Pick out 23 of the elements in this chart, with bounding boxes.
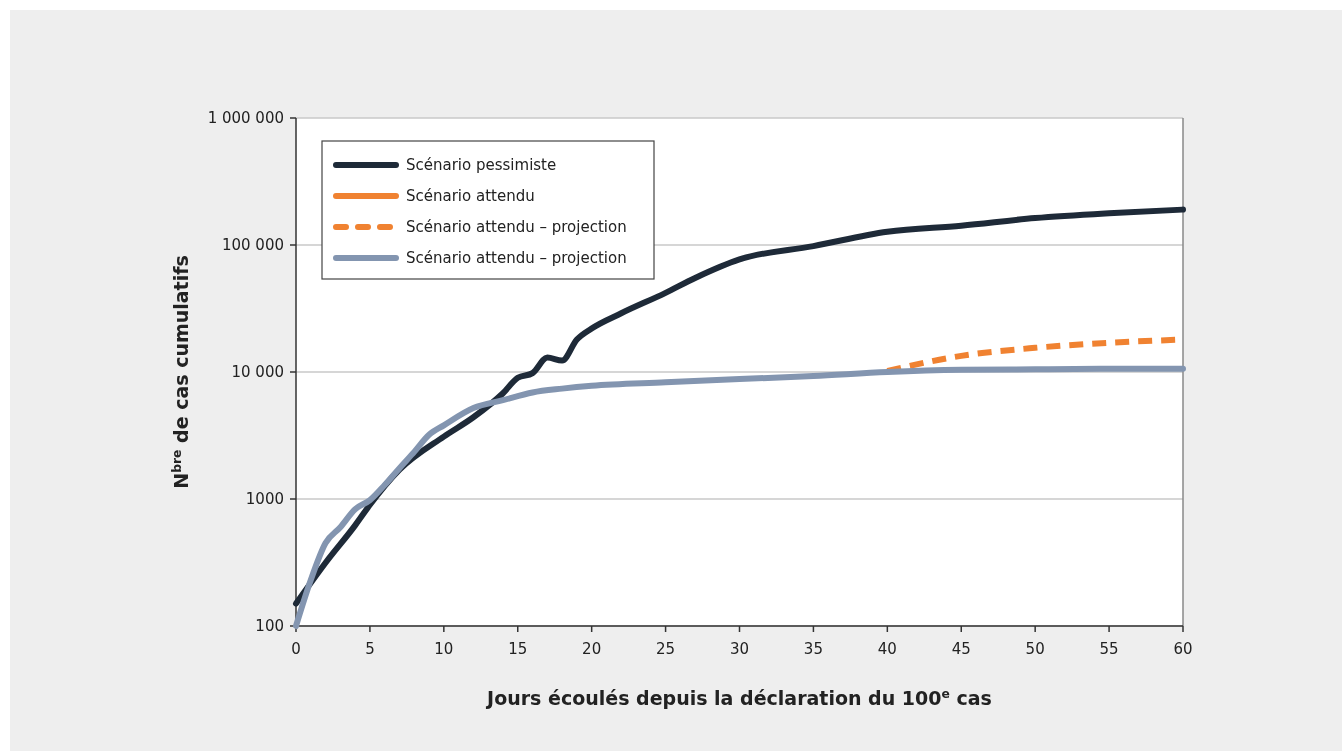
y-tick-label: 1000: [245, 490, 284, 509]
legend-label: Scénario attendu – projection: [406, 249, 627, 268]
x-tick-label: 10: [434, 640, 454, 658]
legend-label: Scénario attendu – projection: [406, 218, 627, 237]
x-axis-title: Jours écoulés depuis la déclaration du 100$^{e}$ cas: [485, 687, 992, 709]
y-tick-label: 10 000: [231, 363, 284, 382]
x-tick-label: 50: [1025, 640, 1045, 658]
x-tick-label: 25: [656, 640, 676, 658]
y-tick-label: 100: [255, 617, 284, 636]
y-tick-label: 100 000: [221, 236, 284, 255]
x-tick-label: 15: [508, 640, 528, 658]
x-tick-label: 30: [729, 640, 750, 658]
x-tick-label: 5: [365, 640, 375, 658]
x-tick-label: 35: [803, 640, 823, 658]
x-tick-label: 45: [951, 640, 971, 658]
x-tick-label: 20: [582, 640, 602, 658]
x-tick-label: 0: [291, 640, 301, 658]
x-tick-label: 60: [1173, 640, 1193, 658]
legend-label: Scénario pessimiste: [406, 156, 557, 175]
x-tick-label: 55: [1099, 640, 1119, 658]
y-tick-label: 1 000 000: [207, 109, 284, 128]
legend-label: Scénario attendu: [406, 187, 535, 206]
x-tick-label: 40: [877, 640, 897, 658]
